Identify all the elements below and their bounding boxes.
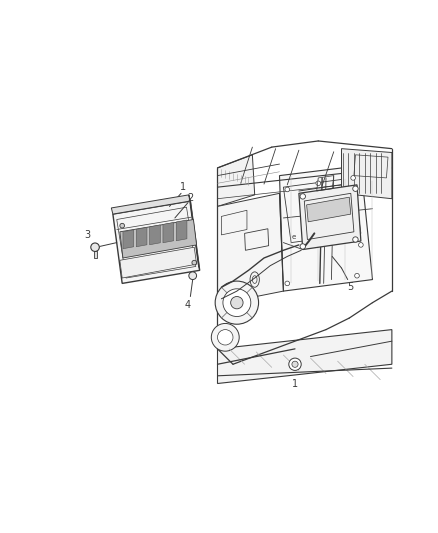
Polygon shape	[120, 247, 197, 278]
Polygon shape	[342, 149, 392, 199]
Text: 1: 1	[292, 378, 298, 389]
Circle shape	[189, 272, 197, 280]
Polygon shape	[136, 228, 147, 247]
Polygon shape	[176, 220, 187, 241]
Circle shape	[285, 187, 290, 192]
Polygon shape	[120, 220, 197, 258]
Text: 1: 1	[180, 182, 186, 192]
Polygon shape	[218, 193, 283, 304]
Circle shape	[231, 296, 243, 309]
Polygon shape	[111, 195, 191, 214]
Polygon shape	[218, 329, 392, 384]
Polygon shape	[93, 251, 97, 258]
Circle shape	[300, 193, 305, 199]
Circle shape	[215, 281, 258, 324]
Circle shape	[355, 273, 359, 278]
Circle shape	[192, 260, 197, 265]
Polygon shape	[218, 155, 255, 206]
Text: 5: 5	[348, 282, 354, 292]
Polygon shape	[279, 166, 372, 291]
Text: 3: 3	[84, 230, 90, 240]
Polygon shape	[113, 201, 200, 284]
Circle shape	[289, 358, 301, 370]
Polygon shape	[299, 185, 361, 249]
Circle shape	[353, 237, 358, 242]
Circle shape	[285, 281, 290, 286]
Text: e: e	[291, 234, 296, 240]
Polygon shape	[123, 230, 134, 249]
Circle shape	[120, 223, 124, 228]
Text: 4: 4	[185, 300, 191, 310]
Circle shape	[223, 289, 251, 317]
Text: 2: 2	[187, 193, 194, 203]
Circle shape	[211, 324, 239, 351]
Polygon shape	[307, 197, 351, 222]
Circle shape	[351, 175, 356, 180]
Circle shape	[359, 243, 363, 247]
Polygon shape	[150, 225, 160, 245]
Circle shape	[300, 244, 305, 249]
Circle shape	[218, 329, 233, 345]
Circle shape	[292, 361, 298, 367]
Polygon shape	[163, 222, 173, 243]
Circle shape	[316, 181, 321, 185]
Polygon shape	[189, 195, 200, 270]
Circle shape	[91, 243, 99, 252]
Circle shape	[353, 186, 358, 191]
